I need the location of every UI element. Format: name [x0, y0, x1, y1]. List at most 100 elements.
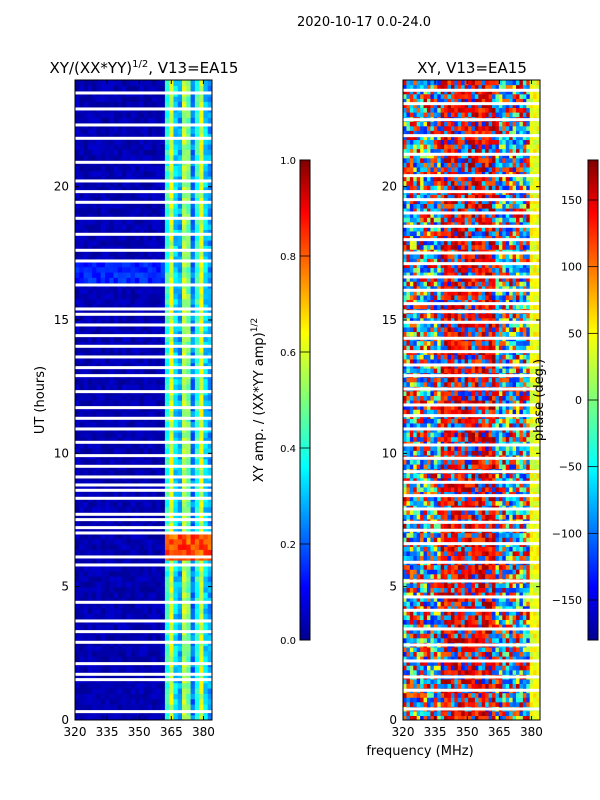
phase-cell: [409, 610, 414, 616]
amp-cell: [147, 592, 153, 598]
amp-cell: [109, 384, 115, 390]
phase-cell: [403, 592, 408, 598]
amp-cell: [92, 112, 98, 118]
amp-cell: [83, 357, 89, 364]
amp-cell: [117, 224, 123, 230]
amp-cell: [75, 234, 80, 241]
amp-cell: [109, 698, 115, 705]
amp-cell: [156, 250, 162, 257]
amp-cell: [79, 336, 85, 342]
amp-cell: [203, 704, 209, 710]
phase-cell: [423, 678, 428, 685]
amp-cell: [177, 549, 183, 556]
amp-cell: [147, 272, 153, 278]
amp-cell: [130, 570, 136, 577]
amp-cell: [126, 181, 132, 188]
amp-cell: [117, 112, 123, 118]
phase-cell: [512, 596, 517, 602]
phase-cell: [498, 710, 503, 717]
amp-cell: [126, 85, 132, 92]
phase-cell: [454, 596, 459, 602]
amp-cell: [79, 186, 85, 193]
amp-cell: [134, 592, 140, 598]
phase-cell: [403, 678, 408, 685]
phase-cell: [512, 651, 517, 657]
amp-cell: [122, 522, 127, 529]
amp-cell: [164, 656, 170, 662]
phase-cell: [430, 596, 435, 602]
amp-cell: [186, 250, 192, 257]
amp-cell: [186, 165, 192, 172]
phase-cell: [464, 610, 469, 616]
amp-cell: [83, 570, 89, 577]
amp-cell: [186, 624, 192, 630]
amp-cell: [182, 432, 187, 438]
phase-cell: [471, 592, 476, 598]
amp-cell: [92, 522, 98, 529]
phase-cell: [468, 633, 473, 639]
amp-cell: [79, 272, 85, 278]
amp-cell: [87, 688, 93, 694]
amp-cell: [139, 613, 145, 620]
amp-cell: [160, 165, 166, 172]
amp-cell: [79, 234, 85, 241]
amp-cell: [134, 650, 140, 657]
amp-cell: [92, 442, 98, 449]
phase-cell: [457, 633, 462, 639]
phase-cell: [492, 715, 497, 720]
phase-cell: [509, 710, 514, 717]
amp-cell: [79, 645, 85, 652]
amp-cell: [160, 80, 166, 86]
amp-cell: [194, 304, 200, 310]
amp-cell: [109, 277, 115, 284]
amp-cell: [173, 549, 179, 556]
amp-cell: [169, 581, 175, 588]
amp-cell: [130, 272, 136, 278]
phase-cell: [512, 614, 517, 621]
amp-cell: [92, 538, 98, 545]
phase-cell: [481, 710, 486, 717]
amp-cell: [83, 245, 89, 252]
amp-cell: [199, 266, 205, 273]
amp-cell: [147, 202, 153, 209]
amp-cell: [104, 624, 110, 630]
amp-cell: [134, 133, 140, 140]
amp-cell: [83, 96, 89, 102]
amp-cell: [177, 656, 183, 662]
amp-cell: [104, 506, 110, 513]
phase-cell: [444, 624, 449, 630]
amp-cell: [126, 688, 132, 694]
amp-cell: [117, 309, 123, 316]
amp-cell: [190, 293, 196, 300]
amp-cell: [79, 170, 85, 177]
amp-cell: [79, 490, 85, 497]
amp-cell: [194, 80, 200, 86]
amp-cell: [139, 144, 145, 150]
amp-cell: [190, 528, 196, 534]
phase-cell: [492, 669, 497, 675]
amp-cell: [203, 154, 209, 161]
amp-cell: [143, 80, 149, 86]
amp-cell: [87, 528, 93, 534]
amp-cell: [109, 266, 115, 273]
amp-cell: [113, 688, 119, 694]
amp-cell: [143, 133, 149, 140]
amp-cell: [126, 704, 132, 710]
amp-cell: [75, 645, 80, 652]
amp-cell: [139, 544, 145, 550]
amp-cell: [194, 272, 200, 278]
amp-cell: [186, 522, 192, 529]
phase-cell: [433, 624, 438, 630]
phase-cell: [464, 619, 469, 625]
amp-cell: [113, 421, 119, 428]
amp-cell: [134, 533, 140, 540]
phase-cell: [409, 596, 414, 602]
amp-cell: [87, 192, 93, 198]
flag-gap: [75, 107, 212, 111]
phase-cell: [464, 665, 469, 671]
phase-cell: [485, 605, 490, 611]
amp-cell: [109, 330, 115, 337]
phase-cell: [492, 678, 497, 685]
amp-cell: [186, 133, 192, 140]
amp-cell: [139, 320, 145, 326]
